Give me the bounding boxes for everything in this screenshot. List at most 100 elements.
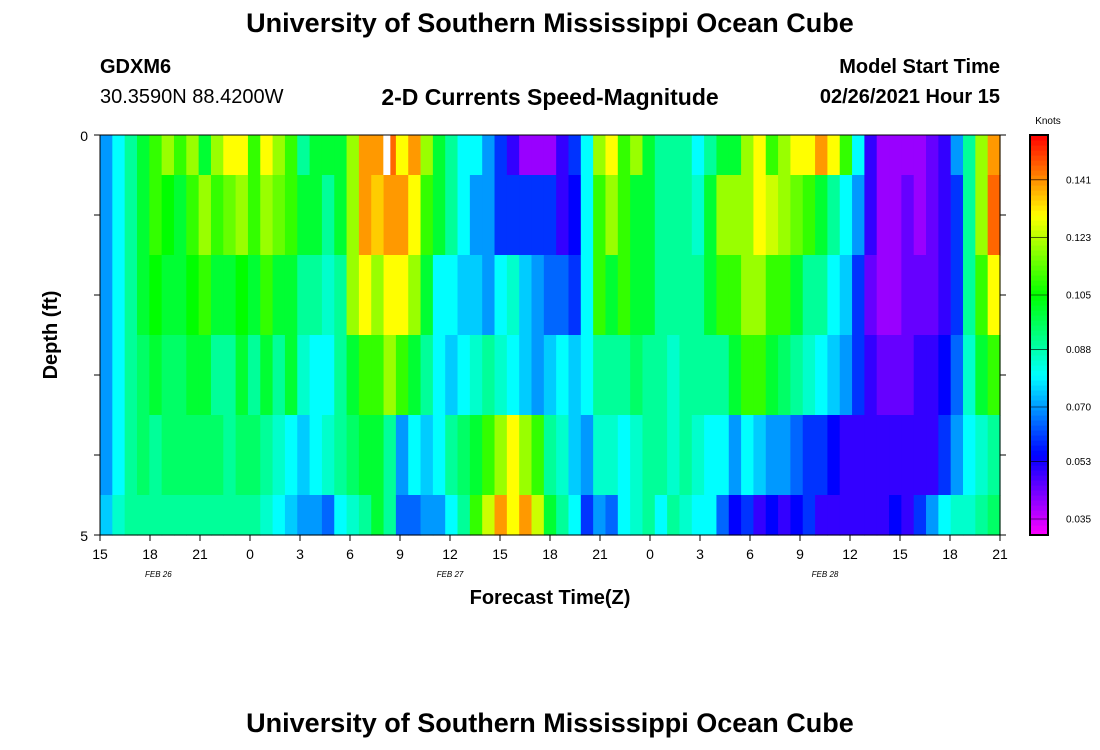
heatmap-cell bbox=[950, 175, 964, 256]
heatmap-cell bbox=[136, 495, 150, 536]
heatmap-cell bbox=[173, 495, 187, 536]
heatmap-cell bbox=[926, 135, 939, 176]
heatmap-cell bbox=[112, 335, 126, 416]
heatmap-cell bbox=[765, 255, 779, 336]
heatmap-cell bbox=[482, 495, 496, 536]
heatmap-cell bbox=[950, 415, 964, 496]
heatmap-cell bbox=[889, 255, 902, 336]
heatmap-cell bbox=[975, 135, 989, 176]
heatmap-cell bbox=[321, 255, 335, 336]
heatmap-cell bbox=[112, 135, 126, 176]
heatmap-cell bbox=[124, 335, 138, 416]
heatmap-cell bbox=[186, 495, 200, 536]
colorbar-segment bbox=[1030, 245, 1048, 251]
model-start-label: Model Start Time bbox=[839, 56, 1000, 78]
colorbar-segment bbox=[1030, 240, 1048, 246]
heatmap-cell bbox=[963, 175, 976, 256]
heatmap-cell bbox=[605, 335, 619, 416]
heatmap-cell bbox=[371, 495, 385, 536]
heatmap-cell bbox=[580, 255, 594, 336]
colorbar-segment bbox=[1030, 375, 1048, 381]
heatmap-cell bbox=[741, 255, 755, 336]
heatmap-cell bbox=[457, 135, 471, 176]
heatmap-cell bbox=[408, 175, 422, 256]
heatmap-cell bbox=[605, 255, 619, 336]
heatmap-cell bbox=[864, 495, 878, 536]
heatmap-cell bbox=[642, 335, 656, 416]
heatmap-cell bbox=[100, 175, 113, 256]
heatmap-cell bbox=[926, 495, 939, 536]
heatmap-cell bbox=[543, 175, 557, 256]
heatmap-cell bbox=[926, 335, 939, 416]
colorbar-segment bbox=[1030, 405, 1048, 411]
colorbar-segment bbox=[1030, 175, 1048, 181]
colorbar-segment bbox=[1030, 350, 1048, 356]
colorbar-segment bbox=[1030, 455, 1048, 461]
heatmap-cell bbox=[876, 335, 890, 416]
heatmap-cell bbox=[210, 415, 224, 496]
heatmap-cell bbox=[716, 255, 730, 336]
heatmap-cell bbox=[839, 495, 853, 536]
heatmap-cell bbox=[543, 135, 557, 176]
heatmap-cell bbox=[654, 135, 668, 176]
heatmap-cell bbox=[173, 335, 187, 416]
heatmap-cell bbox=[371, 415, 385, 496]
heatmap-cell bbox=[506, 135, 520, 176]
heatmap-cell bbox=[987, 255, 1001, 336]
heatmap-cell bbox=[272, 135, 286, 176]
heatmap-cell bbox=[728, 335, 742, 416]
heatmap-cell bbox=[358, 415, 372, 496]
heatmap-cell bbox=[100, 415, 113, 496]
colorbar-segment bbox=[1030, 260, 1048, 266]
heatmap-cell bbox=[482, 335, 496, 416]
heatmap-cell bbox=[790, 135, 804, 176]
y-axis: 05 bbox=[80, 128, 1006, 544]
heatmap-cell bbox=[173, 175, 187, 256]
y-axis-title: Depth (ft) bbox=[40, 291, 62, 380]
y-tick-label: 5 bbox=[80, 528, 88, 544]
heatmap-cell bbox=[667, 175, 681, 256]
heatmap-cell bbox=[556, 415, 570, 496]
heatmap-cell bbox=[358, 495, 372, 536]
heatmap-cell bbox=[852, 135, 865, 176]
heatmap-cell bbox=[938, 415, 952, 496]
heatmap-cell bbox=[297, 415, 311, 496]
heatmap-cell bbox=[617, 335, 631, 416]
heatmap-cell bbox=[432, 255, 446, 336]
heatmap-cell bbox=[235, 415, 249, 496]
heatmap-cell bbox=[149, 135, 163, 176]
colorbar-segment bbox=[1030, 145, 1048, 151]
heatmap-cell bbox=[667, 255, 681, 336]
colorbar-segment bbox=[1030, 515, 1048, 521]
colorbar-segment bbox=[1030, 485, 1048, 491]
heatmap-cell bbox=[642, 175, 656, 256]
heatmap-cell bbox=[753, 415, 767, 496]
heatmap-cell bbox=[963, 255, 976, 336]
heatmap-cell bbox=[716, 135, 730, 176]
heatmap-cell bbox=[469, 135, 483, 176]
colorbar-segment bbox=[1030, 400, 1048, 406]
heatmap-cell bbox=[309, 135, 323, 176]
heatmap-cell bbox=[334, 175, 348, 256]
x-tick-label: 18 bbox=[542, 546, 558, 562]
heatmap-cell bbox=[556, 175, 570, 256]
heatmap-cell bbox=[260, 255, 274, 336]
heatmap-cell bbox=[704, 495, 718, 536]
heatmap-cell bbox=[112, 255, 126, 336]
heatmap-cell bbox=[963, 495, 976, 536]
heatmap-cell bbox=[741, 335, 755, 416]
heatmap-cell bbox=[975, 415, 989, 496]
colorbar-segment bbox=[1030, 450, 1048, 456]
heatmap-cell bbox=[654, 495, 668, 536]
x-tick-label: 3 bbox=[296, 546, 304, 562]
heatmap-cell bbox=[654, 335, 668, 416]
heatmap-cell bbox=[358, 255, 372, 336]
heatmap-cell bbox=[334, 415, 348, 496]
colorbar-segment bbox=[1030, 200, 1048, 206]
heatmap-cell bbox=[765, 335, 779, 416]
heatmap-cell bbox=[445, 335, 459, 416]
heatmap-cell bbox=[395, 495, 409, 536]
heatmap-cell bbox=[938, 495, 952, 536]
missing-data-cell bbox=[383, 135, 391, 175]
heatmap-cell bbox=[802, 415, 816, 496]
